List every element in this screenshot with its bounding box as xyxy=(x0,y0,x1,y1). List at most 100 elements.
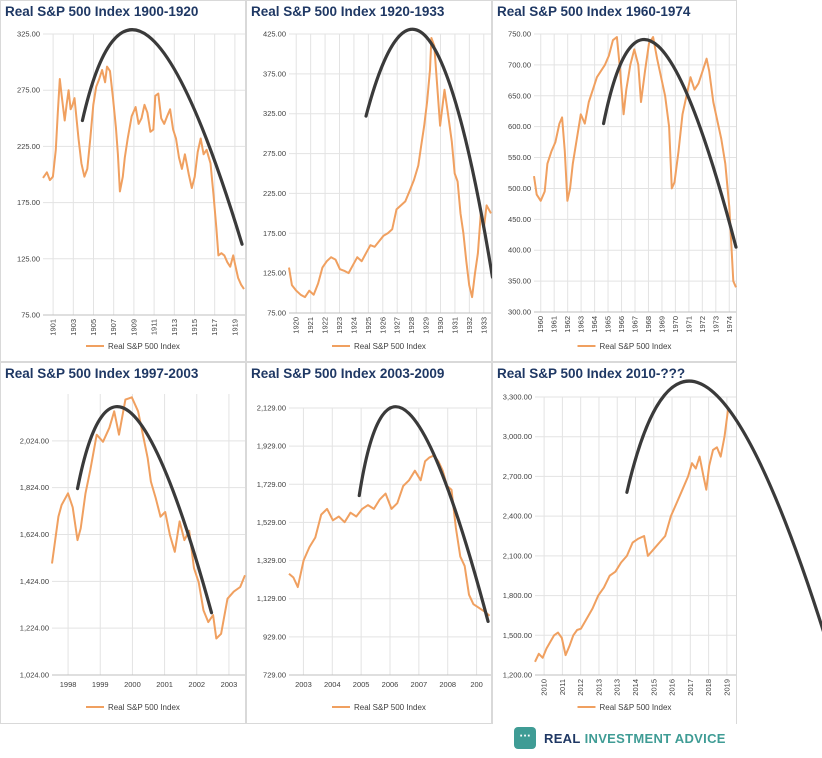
trend-arc xyxy=(357,405,490,624)
x-tick-label: 1998 xyxy=(60,680,77,689)
x-tick-label: 1961 xyxy=(550,316,559,333)
x-tick-label: 2019 xyxy=(722,679,731,696)
y-tick-label: 2,024.00 xyxy=(20,436,49,445)
y-tick-label: 600.00 xyxy=(508,122,531,131)
x-tick-label: 1931 xyxy=(450,317,459,334)
trend-arc xyxy=(625,379,822,633)
y-tick-label: 225.00 xyxy=(263,189,286,198)
x-tick-label: 2013 xyxy=(613,679,622,696)
y-tick-label: 2,700.00 xyxy=(503,472,532,481)
x-tick-label: 1924 xyxy=(349,317,358,334)
y-tick-label: 75.00 xyxy=(267,309,286,318)
x-tick-label: 1974 xyxy=(725,316,734,333)
x-tick-label: 200 xyxy=(470,680,483,689)
y-tick-label: 325.00 xyxy=(263,109,286,118)
y-tick-label: 1,024.00 xyxy=(20,671,49,680)
y-tick-label: 2,100.00 xyxy=(503,551,532,560)
series-line-real-sp500 xyxy=(51,396,246,640)
x-tick-label: 2003 xyxy=(295,680,312,689)
chart-panel-2010-future: Real S&P 500 Index 2010-??? 1,200.00 1,500… xyxy=(492,362,822,724)
y-tick-label: 175.00 xyxy=(263,229,286,238)
legend-label: Real S&P 500 Index xyxy=(108,703,180,712)
x-tick-label: 2004 xyxy=(324,680,341,689)
chart-panel-1997-2003: Real S&P 500 Index 1997-2003 1,024.00 1,22… xyxy=(0,362,246,724)
x-tick-label: 1922 xyxy=(321,317,330,334)
x-tick-label: 1967 xyxy=(631,316,640,333)
y-tick-label: 400.00 xyxy=(508,246,531,255)
x-tick-label: 1972 xyxy=(698,316,707,333)
x-tick-label: 2015 xyxy=(649,679,658,696)
brand-name-part2: INVESTMENT ADVICE xyxy=(584,730,726,746)
x-tick-label: 1932 xyxy=(465,317,474,334)
x-tick-label: 1969 xyxy=(657,316,666,333)
legend-label: Real S&P 500 Index xyxy=(354,703,426,712)
x-tick-label: 2005 xyxy=(353,680,370,689)
x-tick-label: 1919 xyxy=(230,319,239,336)
x-tick-label: 2016 xyxy=(668,679,677,696)
x-tick-label: 1962 xyxy=(563,316,572,333)
chart-title: Real S&P 500 Index 1900-1920 xyxy=(5,4,198,19)
x-tick-label: 2011 xyxy=(558,679,567,695)
x-tick-label: 1909 xyxy=(129,319,138,336)
legend-label: Real S&P 500 Index xyxy=(108,342,180,351)
x-tick-label: 1915 xyxy=(190,319,199,336)
x-tick-label: 1970 xyxy=(671,316,680,333)
y-tick-label: 729.00 xyxy=(263,671,286,680)
y-tick-label: 1,500.00 xyxy=(503,631,532,640)
y-tick-label: 1,424.00 xyxy=(20,577,49,586)
y-tick-label: 550.00 xyxy=(508,153,531,162)
y-tick-label: 1,929.00 xyxy=(257,442,286,451)
chart-svg: Real S&P 500 Index 1920-1933 75.00 125.00 1… xyxy=(251,4,495,351)
y-tick-label: 225.00 xyxy=(17,142,40,151)
y-tick-label: 1,329.00 xyxy=(257,556,286,565)
x-tick-label: 1968 xyxy=(644,316,653,333)
y-tick-label: 1,800.00 xyxy=(503,591,532,600)
x-tick-label: 2010 xyxy=(540,679,549,696)
y-tick-label: 375.00 xyxy=(263,69,286,78)
brand-name-part1: REAL xyxy=(544,730,581,746)
y-tick-label: 1,529.00 xyxy=(257,518,286,527)
y-tick-label: 125.00 xyxy=(263,269,286,278)
x-tick-label: 1911 xyxy=(150,319,159,335)
x-tick-label: 1964 xyxy=(590,316,599,333)
x-tick-label: 1923 xyxy=(335,317,344,334)
y-tick-label: 650.00 xyxy=(508,91,531,100)
x-tick-label: 1973 xyxy=(711,316,720,333)
y-tick-label: 3,300.00 xyxy=(503,393,532,402)
x-tick-label: 1963 xyxy=(577,316,586,333)
y-tick-label: 175.00 xyxy=(17,198,40,207)
y-tick-label: 929.00 xyxy=(263,632,286,641)
chart-panel-1960-1974: Real S&P 500 Index 1960-1974 300.00 350.00… xyxy=(492,0,738,362)
x-tick-label: 1907 xyxy=(109,319,118,336)
chart-title: Real S&P 500 Index 2003-2009 xyxy=(251,366,444,381)
x-tick-label: 2013 xyxy=(594,679,603,696)
chart-title: Real S&P 500 Index 2010-??? xyxy=(497,366,685,381)
trend-arc xyxy=(601,38,738,249)
y-tick-label: 450.00 xyxy=(508,215,531,224)
x-tick-label: 1930 xyxy=(436,317,445,334)
x-tick-label: 1901 xyxy=(49,319,58,336)
y-tick-label: 1,729.00 xyxy=(257,480,286,489)
y-tick-label: 275.00 xyxy=(17,86,40,95)
chart-panel-2003-2009: Real S&P 500 Index 2003-2009 729.00 929.00… xyxy=(246,362,492,724)
x-tick-label: 1999 xyxy=(92,680,109,689)
series-line-real-sp500 xyxy=(288,37,492,299)
x-tick-label: 1903 xyxy=(69,319,78,336)
x-tick-label: 2000 xyxy=(124,680,141,689)
x-tick-label: 1927 xyxy=(393,317,402,334)
legend-label: Real S&P 500 Index xyxy=(354,342,426,351)
x-tick-label: 2001 xyxy=(156,680,173,689)
y-tick-label: 1,224.00 xyxy=(20,624,49,633)
legend-label: Real S&P 500 Index xyxy=(600,703,672,712)
y-tick-label: 500.00 xyxy=(508,184,531,193)
chart-svg: Real S&P 500 Index 2010-??? 1,200.00 1,500… xyxy=(497,366,822,712)
x-tick-label: 2008 xyxy=(439,680,456,689)
y-tick-label: 2,129.00 xyxy=(257,404,286,413)
x-tick-label: 1966 xyxy=(617,316,626,333)
x-tick-label: 2014 xyxy=(631,679,640,696)
x-tick-label: 2007 xyxy=(411,680,428,689)
trend-arc xyxy=(75,405,214,615)
legend-label: Real S&P 500 Index xyxy=(600,342,672,351)
series-line-real-sp500 xyxy=(288,454,491,617)
trend-arc xyxy=(80,28,244,246)
